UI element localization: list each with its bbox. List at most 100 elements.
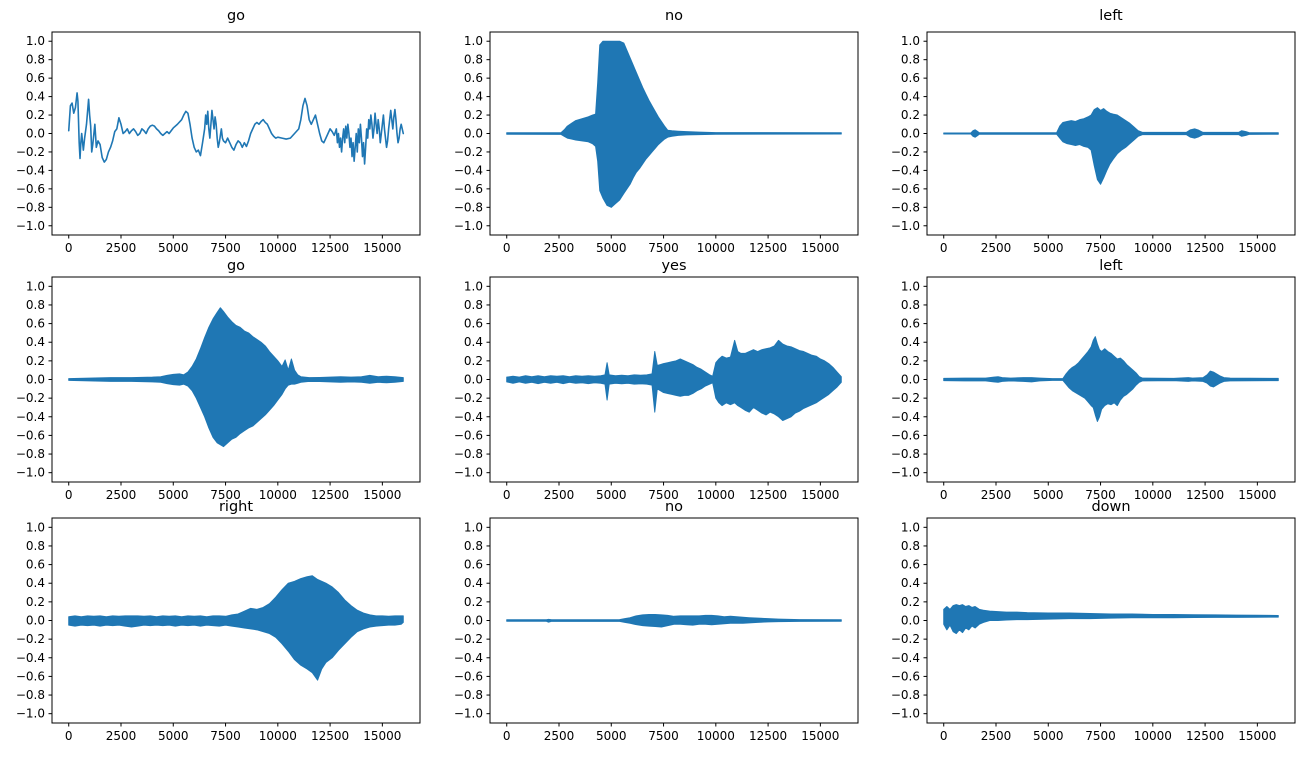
- x-tick-label: 7500: [1085, 488, 1116, 502]
- y-tick-label: −1.0: [454, 466, 483, 480]
- x-tick-label: 15000: [363, 729, 401, 743]
- x-tick-label: 0: [940, 729, 948, 743]
- y-tick-label: 0.2: [26, 108, 45, 122]
- y-tick-label: 0.6: [464, 71, 483, 85]
- x-tick-label: 12500: [749, 241, 787, 255]
- y-tick-label: 1.0: [901, 279, 920, 293]
- y-tick-label: 0.0: [901, 127, 920, 141]
- y-tick-label: 0.2: [901, 108, 920, 122]
- y-tick-label: −0.4: [454, 410, 483, 424]
- y-tick-label: −0.2: [891, 632, 920, 646]
- x-tick-label: 7500: [648, 488, 679, 502]
- axes-frame: [51, 31, 421, 236]
- y-tick-label: −0.8: [16, 447, 45, 461]
- y-tick-label: 0.0: [26, 373, 45, 387]
- x-tick-label: 10000: [697, 241, 735, 255]
- x-tick-label: 0: [503, 241, 511, 255]
- x-tick-label: 15000: [1238, 729, 1276, 743]
- y-tick-label: 0.8: [26, 298, 45, 312]
- subplot-title: left: [1099, 8, 1123, 24]
- y-tick-label: 0.6: [901, 71, 920, 85]
- subplot-title: right: [219, 499, 253, 515]
- subplot-7-right: 0 2500 5000 7500 10000 12500 15000 1.0 0.8 0.6 0.4…: [16, 499, 421, 743]
- subplot-4-go: 0 2500 5000 7500 10000 12500 15000 1.0 0.8 0.6 0.4…: [16, 258, 421, 502]
- subplot-title: go: [227, 8, 245, 24]
- y-tick-label: 0.2: [464, 595, 483, 609]
- y-tick-label: 0.4: [901, 335, 920, 349]
- x-tick-label: 12500: [1186, 488, 1224, 502]
- waveform-envelope: [506, 40, 842, 208]
- y-tick-label: −0.6: [454, 669, 483, 683]
- x-tick-label: 0: [940, 241, 948, 255]
- x-tick-label: 2500: [106, 488, 137, 502]
- x-tick-label: 15000: [363, 241, 401, 255]
- y-tick-label: 0.2: [26, 595, 45, 609]
- y-tick-label: −1.0: [891, 466, 920, 480]
- y-tick-label: 0.0: [464, 614, 483, 628]
- y-tick-label: −1.0: [16, 707, 45, 721]
- waveform-envelope: [506, 613, 842, 628]
- y-tick-label: −0.8: [16, 200, 45, 214]
- waveform-envelope: [68, 307, 404, 448]
- y-tick-label: 0.0: [901, 614, 920, 628]
- y-tick-label: 0.2: [464, 354, 483, 368]
- waveform-envelope: [943, 604, 1279, 635]
- y-tick-label: 0.8: [901, 539, 920, 553]
- x-tick-label: 5000: [596, 241, 627, 255]
- x-tick-label: 2500: [981, 729, 1012, 743]
- x-tick-label: 10000: [1134, 488, 1172, 502]
- y-tick-label: −0.6: [454, 182, 483, 196]
- subplot-5-yes: 0 2500 5000 7500 10000 12500 15000 1.0 0.8 0.6 0.4…: [454, 258, 859, 502]
- y-tick-label: −0.6: [891, 669, 920, 683]
- y-tick-label: 0.0: [26, 127, 45, 141]
- y-tick-label: 0.4: [901, 90, 920, 104]
- y-tick-label: −1.0: [891, 219, 920, 233]
- y-tick-label: −0.4: [891, 651, 920, 665]
- x-tick-label: 15000: [801, 729, 839, 743]
- y-tick-label: −0.2: [454, 632, 483, 646]
- y-tick-label: −1.0: [16, 219, 45, 233]
- y-tick-label: 0.4: [26, 576, 45, 590]
- y-tick-label: 0.8: [464, 539, 483, 553]
- y-tick-label: −1.0: [454, 219, 483, 233]
- x-tick-label: 5000: [158, 241, 189, 255]
- y-tick-label: 1.0: [464, 279, 483, 293]
- y-tick-label: 0.4: [26, 90, 45, 104]
- x-tick-label: 2500: [544, 241, 575, 255]
- y-tick-label: −0.2: [454, 391, 483, 405]
- y-tick-label: 0.6: [26, 71, 45, 85]
- y-tick-label: 0.8: [464, 53, 483, 67]
- y-tick-label: −0.8: [454, 447, 483, 461]
- y-tick-label: −0.8: [454, 200, 483, 214]
- y-tick-label: 0.8: [464, 298, 483, 312]
- subplot-6-left: 0 2500 5000 7500 10000 12500 15000 1.0 0.8 0.6 0.4…: [891, 258, 1296, 502]
- y-tick-label: 0.8: [26, 539, 45, 553]
- x-tick-label: 7500: [210, 241, 241, 255]
- y-tick-label: 1.0: [26, 279, 45, 293]
- y-tick-label: 0.4: [26, 335, 45, 349]
- subplot-title: left: [1099, 258, 1123, 274]
- x-tick-label: 7500: [210, 729, 241, 743]
- y-tick-label: 0.0: [464, 373, 483, 387]
- x-tick-label: 15000: [1238, 488, 1276, 502]
- x-tick-label: 2500: [981, 241, 1012, 255]
- y-tick-label: 1.0: [26, 34, 45, 48]
- y-tick-label: 0.2: [26, 354, 45, 368]
- y-tick-label: 1.0: [901, 34, 920, 48]
- x-tick-label: 2500: [106, 241, 137, 255]
- subplot-1-go: 0 2500 5000 7500 10000 12500 15000 1.0 0.8 0.6 0.4…: [16, 8, 421, 255]
- subplot-2-no: 0 2500 5000 7500 10000 12500 15000 1.0 0.8 0.6 0.4…: [454, 8, 859, 255]
- y-tick-label: −0.8: [16, 688, 45, 702]
- y-tick-label: 0.4: [901, 576, 920, 590]
- y-tick-label: −0.6: [891, 428, 920, 442]
- x-tick-label: 10000: [259, 241, 297, 255]
- x-tick-label: 12500: [749, 729, 787, 743]
- x-tick-label: 0: [503, 488, 511, 502]
- x-tick-label: 15000: [801, 488, 839, 502]
- x-tick-label: 15000: [363, 488, 401, 502]
- x-tick-label: 12500: [1186, 729, 1224, 743]
- x-tick-label: 5000: [1033, 488, 1064, 502]
- waveform-line: [67, 92, 405, 165]
- y-tick-label: −0.2: [16, 145, 45, 159]
- y-tick-label: −0.6: [16, 428, 45, 442]
